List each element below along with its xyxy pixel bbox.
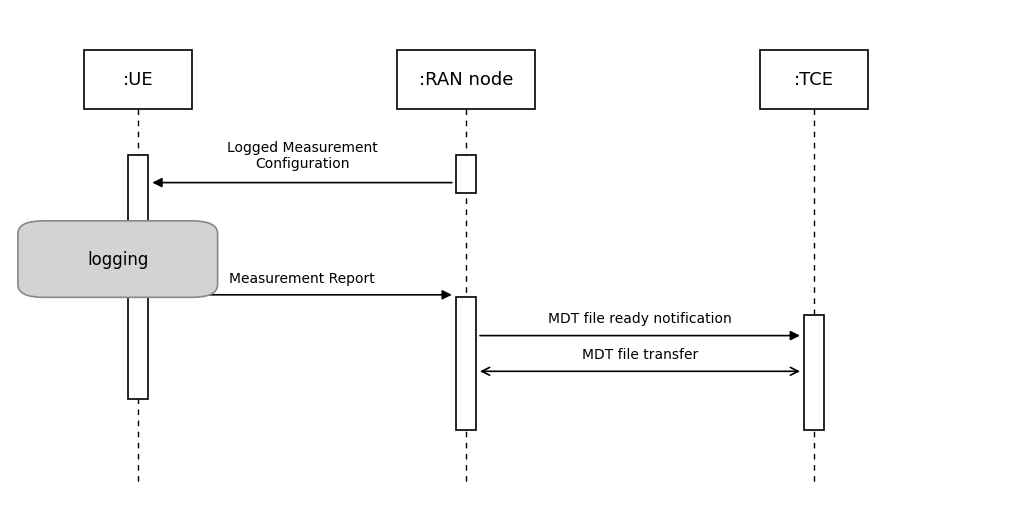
Bar <box>85 51 193 109</box>
Bar <box>804 316 824 430</box>
Bar <box>128 298 148 400</box>
Bar <box>397 51 535 109</box>
Text: logging: logging <box>87 250 148 269</box>
Text: Measurement Report: Measurement Report <box>229 271 375 285</box>
Bar <box>456 298 476 430</box>
FancyBboxPatch shape <box>18 221 218 298</box>
Text: Logged Measurement
Configuration: Logged Measurement Configuration <box>226 140 378 171</box>
Text: :UE: :UE <box>123 71 154 89</box>
Bar <box>760 51 868 109</box>
Bar <box>456 155 476 193</box>
Text: :TCE: :TCE <box>794 71 835 89</box>
Text: MDT file transfer: MDT file transfer <box>582 348 698 361</box>
Bar <box>128 155 148 227</box>
Text: MDT file ready notification: MDT file ready notification <box>548 312 732 326</box>
Text: :RAN node: :RAN node <box>419 71 513 89</box>
